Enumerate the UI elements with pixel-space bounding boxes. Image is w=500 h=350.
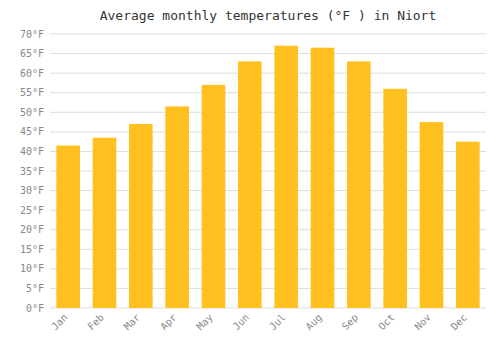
grid-line (50, 112, 486, 113)
bar (311, 48, 335, 308)
x-tick-label: Jan (49, 312, 70, 333)
y-tick-label: 45°F (20, 126, 44, 137)
y-tick-label: 40°F (20, 146, 44, 157)
y-tick-label: 10°F (20, 263, 44, 274)
grid-line (50, 73, 486, 74)
y-tick-label: 70°F (20, 29, 44, 40)
bar (202, 85, 226, 308)
y-axis: 0°F 5°F 10°F 15°F 20°F 25°F 30°F 35°F 40°F 45°F 50… (20, 29, 486, 314)
grid-line (50, 34, 486, 35)
x-tick-label: Aug (303, 312, 324, 333)
bar (129, 124, 153, 308)
bar (420, 122, 444, 308)
x-tick-label: May (194, 312, 215, 333)
bar (274, 46, 298, 308)
x-axis: Jan Feb Mar Apr May Jun Jul Aug Sep Oct Nov Dec (49, 312, 469, 333)
y-tick-label: 65°F (20, 48, 44, 59)
x-tick-label: Oct (376, 312, 397, 333)
y-tick-label: 55°F (20, 87, 44, 98)
x-tick-label: Apr (158, 312, 179, 333)
x-tick-label: Jun (231, 312, 252, 333)
y-tick-label: 30°F (20, 185, 44, 196)
bar (456, 142, 480, 308)
y-tick-label: 20°F (20, 224, 44, 235)
x-tick-label: Dec (449, 312, 470, 333)
chart: Average monthly temperatures (°F ) in Ni… (0, 0, 500, 350)
y-tick-label: 0°F (26, 303, 44, 314)
bar (238, 61, 262, 308)
y-tick-label: 35°F (20, 166, 44, 177)
y-tick-label: 15°F (20, 244, 44, 255)
bar (347, 61, 371, 308)
x-tick-label: Nov (412, 312, 433, 333)
y-tick-label: 5°F (26, 283, 44, 294)
y-tick-label: 25°F (20, 205, 44, 216)
bar (165, 106, 189, 308)
bars (56, 46, 479, 308)
bar (383, 89, 407, 308)
grid-line (50, 92, 486, 93)
y-tick-label: 50°F (20, 107, 44, 118)
y-tick-label: 60°F (20, 68, 44, 79)
title: Average monthly temperatures (°F ) in Ni… (100, 8, 437, 23)
x-tick-label: Feb (85, 312, 106, 333)
bar (56, 146, 80, 308)
x-tick-label: Jul (267, 312, 288, 333)
grid-line (50, 53, 486, 54)
bar (93, 138, 117, 308)
x-tick-label: Sep (340, 312, 361, 333)
x-tick-label: Mar (122, 312, 143, 333)
